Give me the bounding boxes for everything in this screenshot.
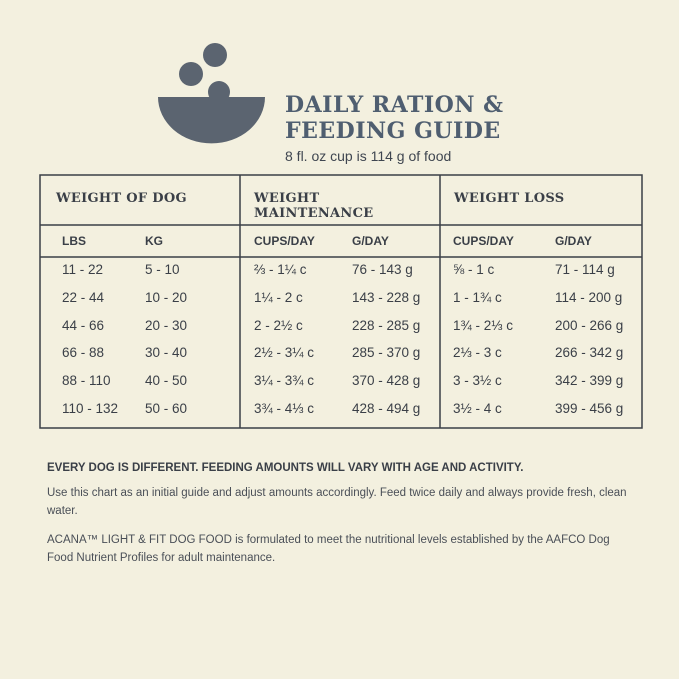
table-cell: 3 - 3½ c (453, 373, 502, 389)
table-cell: 143 - 228 g (352, 289, 421, 305)
table-cell: 66 - 88 (62, 345, 105, 361)
table-cell: 88 - 110 (62, 373, 111, 389)
table-cell: 30 - 40 (145, 345, 188, 361)
table-cell: 11 - 22 (62, 262, 104, 277)
table-cell: 2⅓ - 3 c (453, 345, 502, 361)
title: DAILY RATION & (285, 92, 504, 118)
table-cell: 22 - 44 (62, 289, 105, 305)
table-cell: 5 - 10 (145, 262, 180, 277)
table-cell: 50 - 60 (145, 401, 188, 416)
table-cell: 114 - 200 g (555, 289, 623, 305)
table-cell: 1¼ - 2 c (254, 289, 303, 305)
table-cell: 76 - 143 g (352, 262, 413, 277)
table-cell: 285 - 370 g (352, 345, 421, 361)
subtitle: 8 fl. oz cup is 114 g of food (285, 148, 452, 164)
table-cell: 110 - 132 (62, 401, 119, 416)
table-border (39, 174, 643, 429)
table-cell: ⅝ - 1 c (453, 262, 495, 277)
table-cell: 370 - 428 g (352, 373, 421, 389)
notes-disclaimer: ACANA™ LIGHT & FIT DOG FOOD is formulate… (47, 534, 610, 564)
table-cell: 342 - 399 g (555, 373, 624, 389)
table-cell: 399 - 456 g (555, 401, 624, 416)
group-header: WEIGHT OF DOG (56, 191, 187, 206)
group-header: WEIGHT LOSS (454, 191, 565, 206)
table-cell: 1¾ - 2⅓ c (453, 317, 514, 333)
notes-guide: Use this chart as an initial guide and a… (47, 487, 627, 517)
table-cell: 3½ - 4 c (453, 401, 502, 416)
table-cell: 10 - 20 (145, 289, 188, 305)
title: FEEDING GUIDE (285, 118, 501, 144)
table-cell: 44 - 66 (62, 317, 105, 333)
table-cell: 1 - 1¾ c (453, 289, 502, 305)
column-header: LBS (62, 234, 86, 248)
column-header: G/DAY (555, 234, 592, 248)
table-cell: 40 - 50 (145, 373, 188, 389)
group-header: WEIGHT MAINTENANCE (254, 191, 374, 221)
column-header: KG (145, 234, 163, 248)
table-cell: 200 - 266 g (555, 317, 624, 333)
table-cell: 266 - 342 g (555, 345, 624, 361)
table-cell: 20 - 30 (145, 317, 188, 333)
kibble (203, 43, 227, 67)
column-header: CUPS/DAY (453, 234, 514, 248)
table-cell: 428 - 494 g (352, 401, 421, 416)
table-cell: 3¼ - 3¾ c (254, 373, 315, 389)
table-cell: 2½ - 3¼ c (254, 345, 315, 361)
table-cell: 2 - 2½ c (254, 317, 303, 333)
bowl (158, 97, 265, 144)
table-cell: ⅔ - 1¼ c (254, 262, 307, 277)
notes-heading: EVERY DOG IS DIFFERENT. FEEDING AMOUNTS … (47, 462, 524, 474)
table-cell: 3¾ - 4⅓ c (254, 401, 315, 416)
column-header: CUPS/DAY (254, 234, 315, 248)
table-cell: 71 - 114 g (555, 262, 615, 277)
kibble (179, 62, 203, 86)
table-cell: 228 - 285 g (352, 317, 421, 333)
column-header: G/DAY (352, 234, 389, 248)
